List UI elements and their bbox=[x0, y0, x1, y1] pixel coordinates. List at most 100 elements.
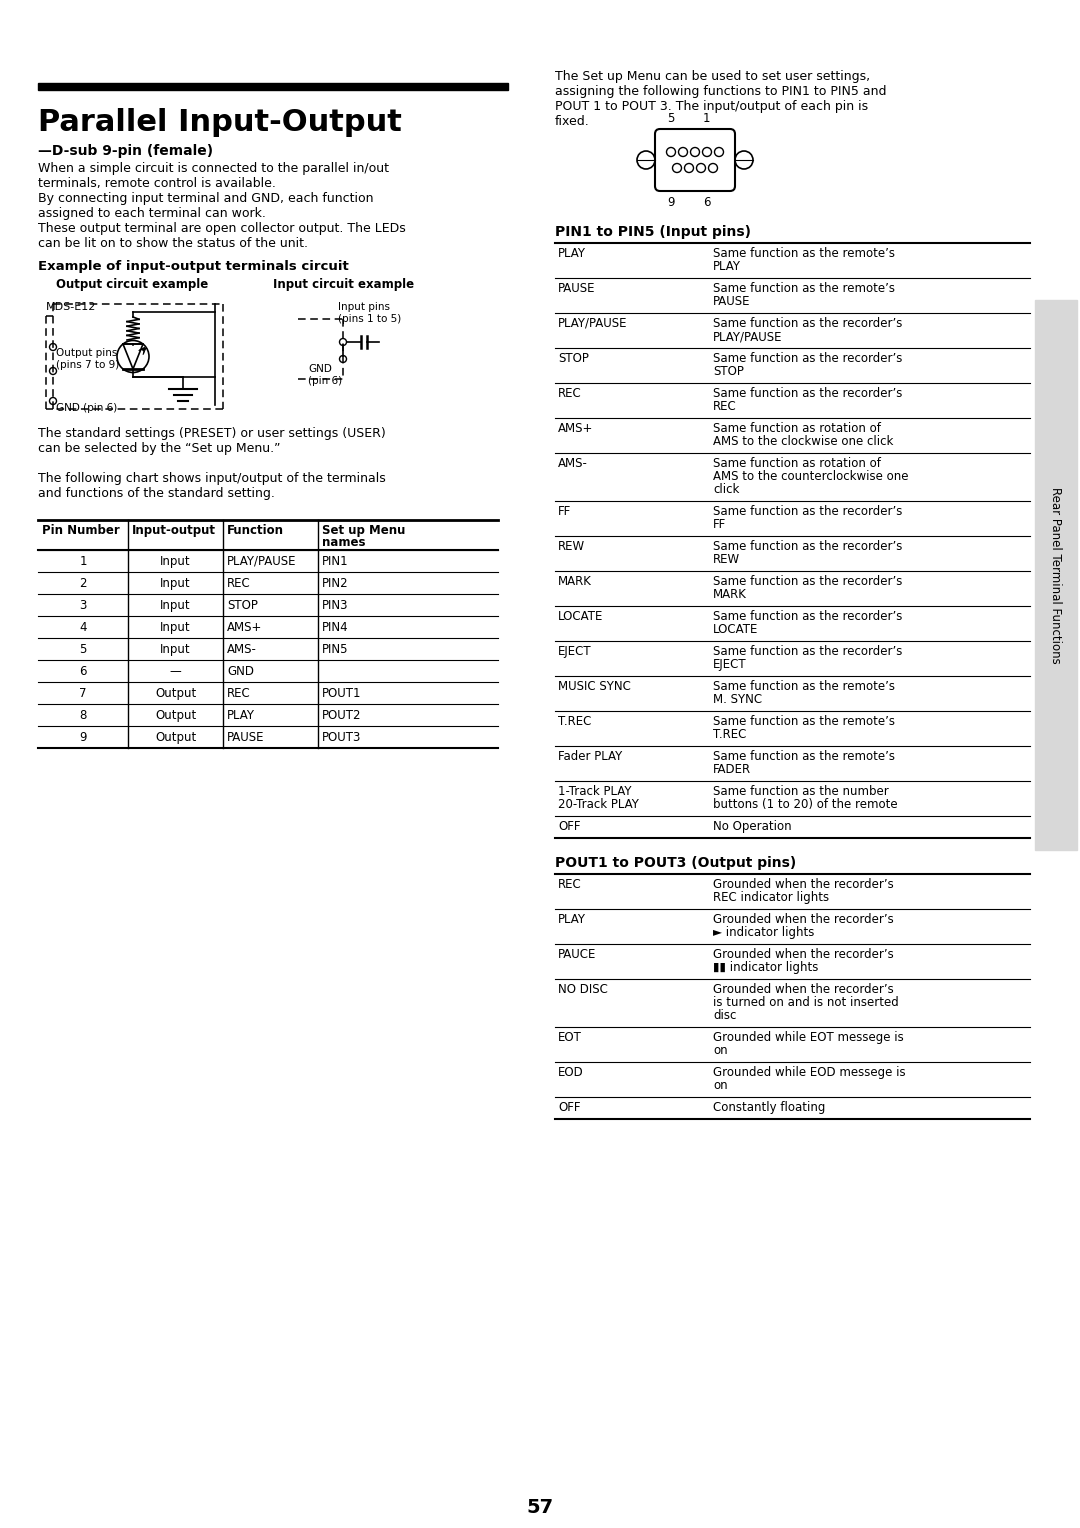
Text: 57: 57 bbox=[526, 1497, 554, 1517]
Text: Input: Input bbox=[160, 643, 191, 656]
Text: —: — bbox=[170, 665, 181, 678]
Text: Parallel Input-Output: Parallel Input-Output bbox=[38, 108, 402, 138]
Text: Same function as rotation of: Same function as rotation of bbox=[713, 457, 881, 471]
Text: LOCATE: LOCATE bbox=[558, 610, 604, 623]
Text: FF: FF bbox=[713, 518, 726, 532]
Text: Output pins: Output pins bbox=[56, 348, 118, 358]
Text: PAUSE: PAUSE bbox=[713, 295, 751, 309]
Text: FADER: FADER bbox=[713, 762, 751, 776]
Text: (pins 1 to 5): (pins 1 to 5) bbox=[338, 313, 402, 324]
Text: Same function as the recorder’s: Same function as the recorder’s bbox=[713, 504, 903, 518]
Text: Input: Input bbox=[160, 599, 191, 613]
Text: disc: disc bbox=[713, 1008, 737, 1022]
Text: REW: REW bbox=[558, 539, 585, 553]
Text: Same function as the recorder’s: Same function as the recorder’s bbox=[713, 575, 903, 588]
Text: The Set up Menu can be used to set user settings,: The Set up Menu can be used to set user … bbox=[555, 70, 870, 83]
Text: Same function as the number: Same function as the number bbox=[713, 785, 889, 798]
Text: 8: 8 bbox=[79, 709, 86, 723]
Text: PLAY/PAUSE: PLAY/PAUSE bbox=[558, 316, 627, 330]
Text: PLAY: PLAY bbox=[558, 248, 586, 260]
Text: Same function as the recorder’s: Same function as the recorder’s bbox=[713, 610, 903, 623]
Text: Constantly floating: Constantly floating bbox=[713, 1102, 825, 1114]
Text: Output circuit example: Output circuit example bbox=[56, 278, 208, 290]
Text: STOP: STOP bbox=[227, 599, 258, 613]
Text: Grounded while EOD messege is: Grounded while EOD messege is bbox=[713, 1067, 906, 1079]
Text: 5: 5 bbox=[667, 112, 674, 125]
Bar bbox=[1035, 299, 1077, 850]
Text: FF: FF bbox=[558, 504, 571, 518]
Text: GND: GND bbox=[308, 364, 332, 374]
Text: Input: Input bbox=[160, 555, 191, 568]
Text: MARK: MARK bbox=[713, 588, 747, 601]
Text: Fader PLAY: Fader PLAY bbox=[558, 750, 622, 762]
Text: Same function as the remote’s: Same function as the remote’s bbox=[713, 715, 895, 727]
Text: terminals, remote control is available.: terminals, remote control is available. bbox=[38, 177, 275, 189]
Text: Same function as the recorder’s: Same function as the recorder’s bbox=[713, 387, 903, 400]
Text: Input: Input bbox=[160, 578, 191, 590]
Text: —D-sub 9-pin (female): —D-sub 9-pin (female) bbox=[38, 144, 213, 157]
Text: Same function as the remote’s: Same function as the remote’s bbox=[713, 750, 895, 762]
Text: OFF: OFF bbox=[558, 821, 581, 833]
Bar bbox=[38, 83, 508, 90]
Text: can be lit on to show the status of the unit.: can be lit on to show the status of the … bbox=[38, 237, 308, 251]
Text: 6: 6 bbox=[79, 665, 86, 678]
Text: and functions of the standard setting.: and functions of the standard setting. bbox=[38, 487, 275, 500]
Text: PLAY: PLAY bbox=[227, 709, 255, 723]
Text: assigning the following functions to PIN1 to PIN5 and: assigning the following functions to PIN… bbox=[555, 86, 887, 98]
Text: PLAY/PAUSE: PLAY/PAUSE bbox=[227, 555, 297, 568]
Text: These output terminal are open collector output. The LEDs: These output terminal are open collector… bbox=[38, 222, 406, 235]
Text: ► indicator lights: ► indicator lights bbox=[713, 926, 814, 940]
Text: EJECT: EJECT bbox=[713, 659, 746, 671]
Text: PIN3: PIN3 bbox=[322, 599, 349, 613]
Text: Output: Output bbox=[154, 730, 197, 744]
Text: on: on bbox=[713, 1044, 728, 1057]
Text: GND: GND bbox=[227, 665, 254, 678]
Text: 1: 1 bbox=[703, 112, 711, 125]
Text: The standard settings (PRESET) or user settings (USER): The standard settings (PRESET) or user s… bbox=[38, 426, 386, 440]
Text: The following chart shows input/output of the terminals: The following chart shows input/output o… bbox=[38, 472, 386, 484]
Text: Same function as the recorder’s: Same function as the recorder’s bbox=[713, 316, 903, 330]
Text: 6: 6 bbox=[703, 196, 711, 209]
Text: OFF: OFF bbox=[558, 1102, 581, 1114]
Text: Same function as the remote’s: Same function as the remote’s bbox=[713, 283, 895, 295]
Text: (pin 6): (pin 6) bbox=[308, 376, 342, 387]
Text: REC: REC bbox=[227, 688, 251, 700]
Text: Grounded when the recorder’s: Grounded when the recorder’s bbox=[713, 879, 894, 891]
Text: PIN4: PIN4 bbox=[322, 620, 349, 634]
Text: Rear Panel Terminal Functions: Rear Panel Terminal Functions bbox=[1050, 486, 1063, 663]
Text: PLAY: PLAY bbox=[558, 914, 586, 926]
Text: ▮▮ indicator lights: ▮▮ indicator lights bbox=[713, 961, 819, 973]
Text: PAUSE: PAUSE bbox=[558, 283, 595, 295]
Text: 20-Track PLAY: 20-Track PLAY bbox=[558, 798, 639, 811]
Text: 4: 4 bbox=[79, 620, 86, 634]
Text: Output: Output bbox=[154, 688, 197, 700]
Text: Same function as the recorder’s: Same function as the recorder’s bbox=[713, 645, 903, 659]
Text: on: on bbox=[713, 1079, 728, 1093]
Text: T.REC: T.REC bbox=[713, 727, 746, 741]
Text: GND (pin 6): GND (pin 6) bbox=[56, 403, 118, 413]
Text: POUT2: POUT2 bbox=[322, 709, 362, 723]
Text: can be selected by the “Set up Menu.”: can be selected by the “Set up Menu.” bbox=[38, 442, 281, 455]
FancyBboxPatch shape bbox=[654, 128, 735, 191]
Text: AMS+: AMS+ bbox=[558, 422, 593, 435]
Text: Same function as the recorder’s: Same function as the recorder’s bbox=[713, 351, 903, 365]
Text: 2: 2 bbox=[79, 578, 86, 590]
Text: click: click bbox=[713, 483, 740, 497]
Text: PLAY/PAUSE: PLAY/PAUSE bbox=[713, 330, 783, 342]
Text: fixed.: fixed. bbox=[555, 115, 590, 128]
Text: Example of input-output terminals circuit: Example of input-output terminals circui… bbox=[38, 260, 349, 274]
Text: No Operation: No Operation bbox=[713, 821, 792, 833]
Text: AMS to the clockwise one click: AMS to the clockwise one click bbox=[713, 435, 893, 448]
Text: POUT1 to POUT3 (Output pins): POUT1 to POUT3 (Output pins) bbox=[555, 856, 796, 869]
Text: AMS-: AMS- bbox=[227, 643, 257, 656]
Text: AMS-: AMS- bbox=[558, 457, 588, 471]
Text: 1: 1 bbox=[79, 555, 86, 568]
Text: Grounded when the recorder’s: Grounded when the recorder’s bbox=[713, 983, 894, 996]
Text: buttons (1 to 20) of the remote: buttons (1 to 20) of the remote bbox=[713, 798, 897, 811]
Text: EOD: EOD bbox=[558, 1067, 584, 1079]
Text: Grounded when the recorder’s: Grounded when the recorder’s bbox=[713, 914, 894, 926]
Text: Pin Number: Pin Number bbox=[42, 524, 120, 536]
Text: PIN5: PIN5 bbox=[322, 643, 349, 656]
Text: Grounded while EOT messege is: Grounded while EOT messege is bbox=[713, 1031, 904, 1044]
Text: NO DISC: NO DISC bbox=[558, 983, 608, 996]
